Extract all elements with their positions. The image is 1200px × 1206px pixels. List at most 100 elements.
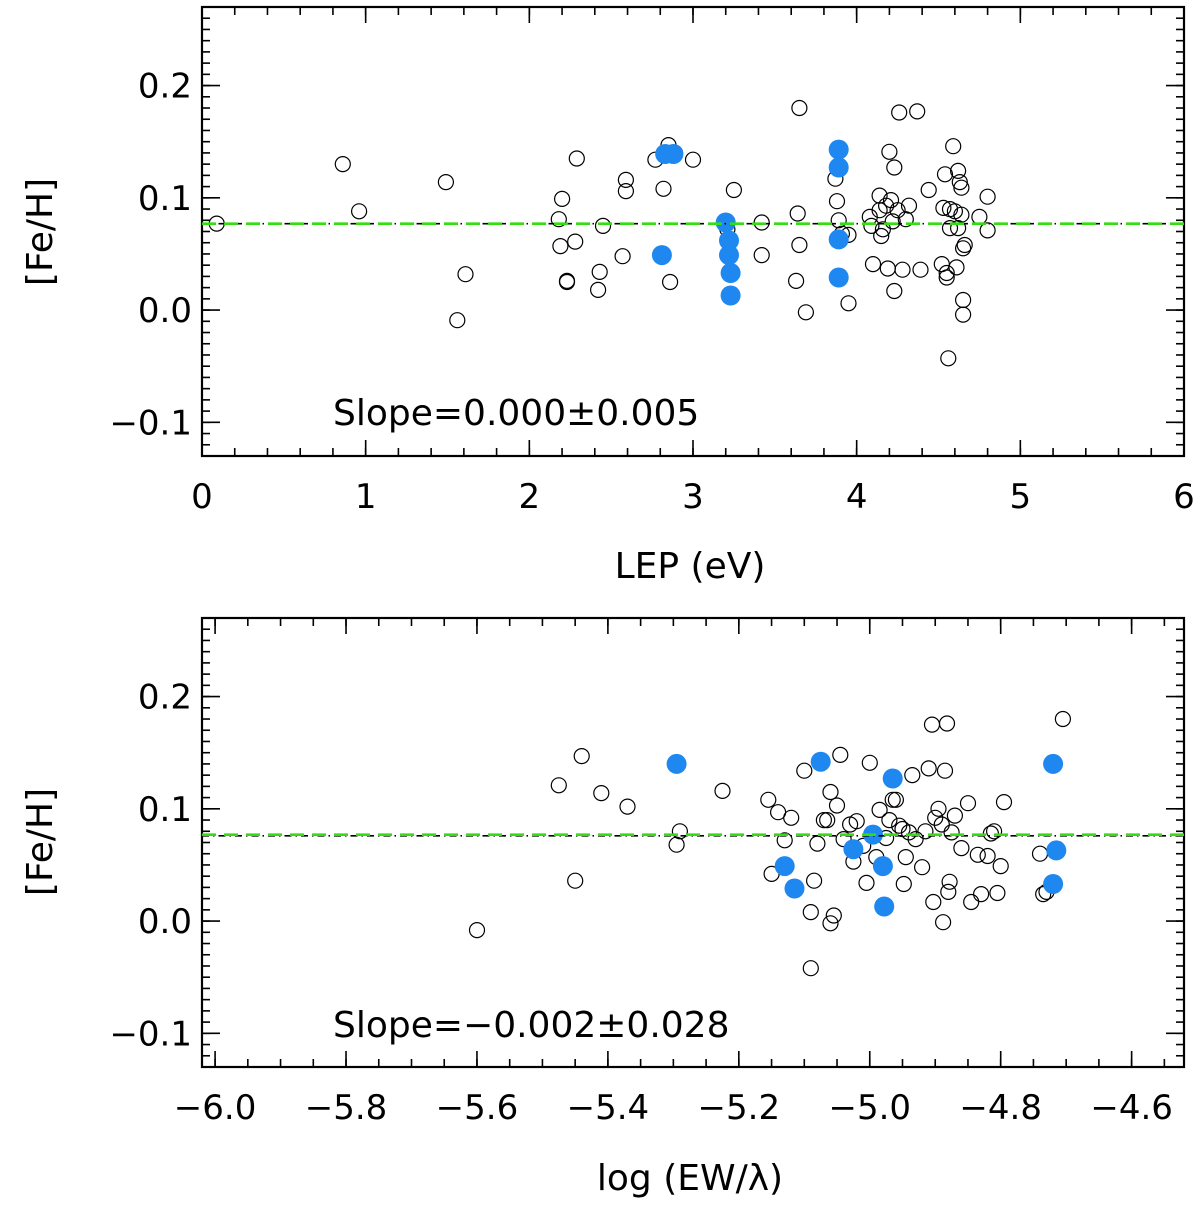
top-x-tick-label: 0 [191,477,213,517]
top-fe1-point [936,166,954,183]
bottom-fe2-point [1043,753,1064,774]
bottom-fe2-point [1046,840,1067,861]
top-fe1-point [886,282,903,300]
top-fe2-point [720,263,741,283]
top-fe1-point [828,193,846,210]
top-y-tick-label: 0.2 [138,67,192,107]
top-fe1-point [568,150,585,167]
bottom-fe1-point [927,809,944,826]
bottom-fe2-point [882,768,903,789]
bottom-fe1-point [995,793,1013,811]
bottom-fe1-point [832,746,849,764]
top-x-tick-label: 1 [355,477,377,517]
bottom-fe1-point [550,777,567,794]
top-fe1-point [863,217,880,234]
top-y-tick-label: −0.1 [109,403,192,443]
top-fe1-point [920,181,937,199]
bottom-fe1-point [959,795,977,812]
top-frame [200,5,1186,458]
bottom-fe1-point [809,835,826,852]
bottom-slope-annotation: Slope=−0.002±0.028 [333,1005,730,1046]
top-fe1-point [935,199,952,216]
top-fe1-point [971,208,988,225]
top-fe1-point [953,206,970,223]
top-y-tick-label: 0.1 [138,179,192,219]
bottom-fe1-point [913,859,931,876]
bottom-fe1-point [933,816,950,833]
top-fe1-point [753,247,770,264]
bottom-fe1-point [989,884,1006,902]
bottom-y-tick-label: 0.2 [138,678,192,718]
bottom-fe2-point [1043,874,1064,894]
bottom-fe1-point [979,847,996,865]
top-fe1-point [553,190,571,207]
bottom-fe1-point [895,875,912,893]
bottom-fe1-point [619,798,636,815]
bottom-fe1-point [567,872,584,889]
top-x-tick-label: 5 [1010,477,1032,517]
bottom-y-tick-label: 0.0 [138,902,192,942]
top-y-tick-label: 0.0 [138,291,192,331]
bottom-fe2-point [810,751,831,772]
top-fe1-point [787,272,805,289]
top-fe1-point [900,197,918,214]
top-fe1-point [457,266,474,283]
bottom-fe1-point [805,872,823,889]
top-fe1-point [879,260,896,277]
bottom-fe1-point [963,893,980,911]
bottom-points [468,710,1072,977]
bottom-x-tick-label: −5.0 [828,1088,911,1128]
bottom-fe1-point [760,791,777,808]
top-fe1-point [884,213,901,230]
bottom-fe1-point [884,791,901,808]
top-fe1-point [877,197,895,214]
top-fe1-point [334,156,351,173]
top-fe1-point [948,259,965,276]
top-y-tick-labels: −0.1 0.0 0.1 0.2 [109,67,192,444]
bottom-x-tick-label: −6.0 [174,1088,257,1128]
bottom-x-tick-label: −5.6 [436,1088,519,1128]
top-fe1-point [684,151,702,168]
bottom-fe1-point [904,766,921,784]
top-fe1-point [617,171,635,188]
top-fe1-point [864,256,882,273]
top-fe1-point [873,227,890,245]
top-fe2-point [719,245,739,266]
bottom-fe1-point [925,893,942,911]
bottom-fe1-point [822,915,839,932]
bottom-fe1-point [593,784,610,802]
top-x-tick-label: 2 [519,477,541,517]
bottom-fe1-point [828,797,846,814]
top-fe1-point [938,269,955,286]
top-fe1-point [449,312,466,329]
top-fe1-point [979,222,996,239]
top-fe1-point [594,217,612,234]
bottom-y-axis-title: [Fe/H] [20,788,61,896]
bottom-y-tick-label: −0.1 [109,1014,192,1054]
top-fe1-point [949,162,967,179]
top-fe1-point [941,220,959,237]
top-fe2-point [720,285,741,306]
bottom-fe1-point [1054,710,1072,728]
top-ticks [201,6,1185,457]
top-fe1-point [897,211,914,228]
bottom-reference-lines [202,833,1184,837]
top-x-tick-label: 3 [682,477,704,517]
bottom-fe1-point [992,857,1009,875]
bottom-fe1-point [858,874,875,892]
top-fe1-point [894,261,911,278]
bottom-fe1-point [907,830,924,848]
top-fe1-point [351,203,368,220]
top-fe1-point [550,211,567,228]
bottom-fe1-point [881,811,898,829]
top-fe1-point [437,174,454,191]
bottom-fe1-point [969,846,986,863]
bottom-ticks [202,617,1184,1068]
top-fe1-point [840,295,857,312]
bottom-fe1-point [819,811,836,829]
bottom-fe1-point [946,807,964,824]
top-fe1-point [912,261,929,278]
top-fe1-point [791,236,808,254]
bottom-fe1-point [796,762,813,779]
top-fe2-point [715,212,736,233]
